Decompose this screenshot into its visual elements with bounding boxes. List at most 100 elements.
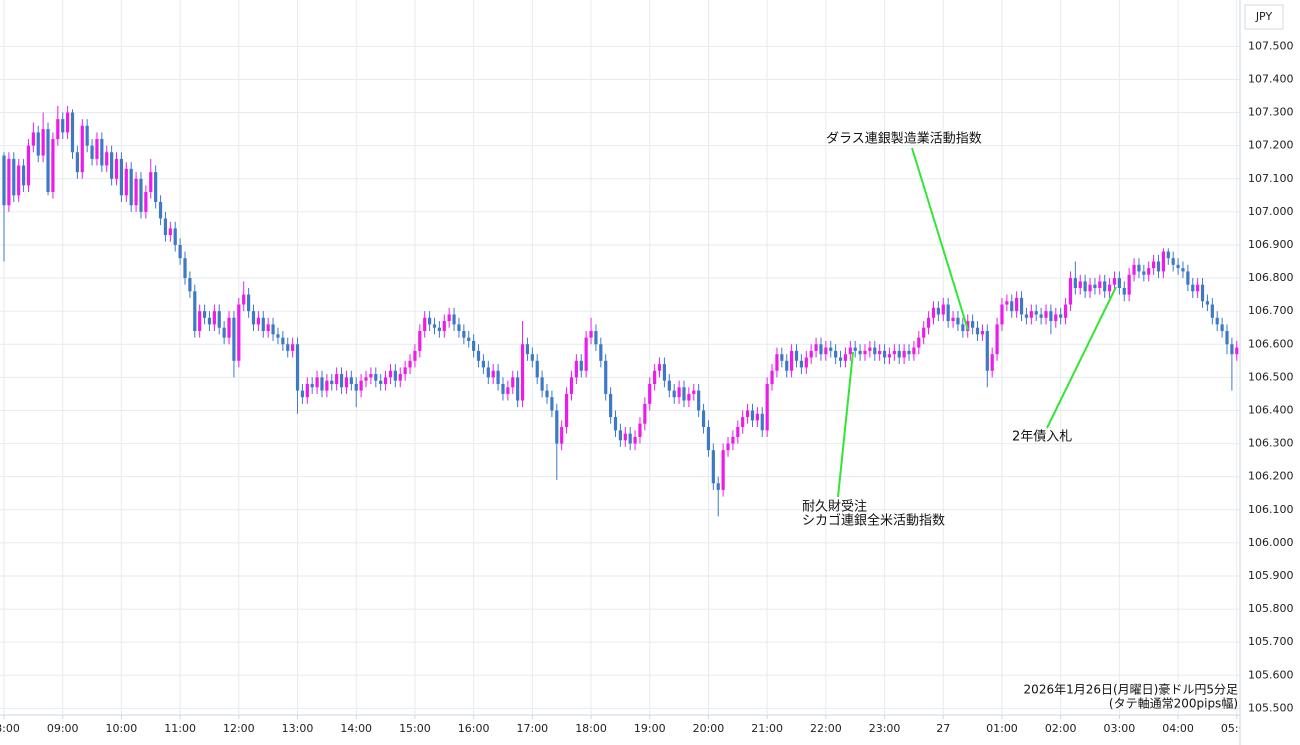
x-tick-label: 09:00 bbox=[47, 722, 79, 735]
candle-body bbox=[413, 350, 417, 361]
candle-body bbox=[936, 307, 940, 315]
candle-body bbox=[540, 377, 544, 391]
candle-body bbox=[1152, 261, 1156, 269]
candle-body bbox=[349, 377, 353, 384]
candle-body bbox=[843, 354, 848, 361]
candle-body bbox=[359, 380, 363, 391]
candle-body bbox=[907, 350, 911, 355]
annotation: 2年債入札 bbox=[1012, 430, 1072, 445]
candle-body bbox=[853, 347, 857, 351]
candle-body bbox=[829, 347, 833, 351]
candle-body bbox=[423, 317, 427, 332]
candle-body bbox=[1039, 314, 1043, 318]
candle-body bbox=[824, 347, 828, 355]
candle-body bbox=[12, 158, 16, 196]
candle-body bbox=[892, 350, 896, 355]
x-tick-label: 22:00 bbox=[810, 722, 842, 735]
candle-body bbox=[339, 374, 344, 388]
candle-body bbox=[457, 324, 461, 332]
candle-body bbox=[320, 377, 324, 391]
candle-body bbox=[579, 360, 583, 371]
candle-body bbox=[1024, 314, 1029, 318]
candle-body bbox=[1220, 324, 1224, 332]
candle-body bbox=[770, 370, 774, 384]
y-tick-label: 107.400 bbox=[1248, 72, 1294, 85]
candle-body bbox=[110, 152, 114, 179]
candle-body bbox=[1161, 251, 1166, 272]
candle-body bbox=[95, 139, 99, 159]
candle-body bbox=[476, 350, 481, 361]
candle-body bbox=[716, 483, 720, 490]
candle-body bbox=[1205, 301, 1210, 305]
candle-body bbox=[1156, 261, 1161, 272]
candle-body bbox=[1054, 314, 1058, 322]
y-tick-label: 106.000 bbox=[1248, 536, 1294, 549]
candle-body bbox=[971, 321, 975, 328]
y-tick-label: 105.900 bbox=[1248, 569, 1294, 582]
candle-body bbox=[124, 168, 128, 196]
candle-body bbox=[344, 377, 349, 388]
x-axis: 08:00 09:00 10:00 11:00 12:00 13:00 14:00 15:00… bbox=[0, 714, 1253, 735]
candle-body bbox=[398, 374, 402, 381]
candle-body bbox=[609, 393, 613, 418]
candle-body bbox=[1029, 311, 1033, 318]
candle-body bbox=[564, 393, 569, 428]
candle-body bbox=[291, 344, 295, 351]
candle-body bbox=[1127, 274, 1131, 295]
x-tick-label: 17:00 bbox=[516, 722, 548, 735]
candle-body bbox=[809, 350, 813, 358]
candle-body bbox=[618, 430, 622, 441]
candle-body bbox=[481, 360, 486, 368]
candle-body bbox=[555, 410, 559, 444]
candle-body bbox=[1215, 317, 1219, 325]
candle-body bbox=[227, 317, 231, 338]
candle-body bbox=[496, 370, 500, 384]
x-tick-label: 03:00 bbox=[1104, 722, 1136, 735]
candle-body bbox=[408, 360, 412, 368]
x-tick-label: 20:00 bbox=[693, 722, 725, 735]
candle-body bbox=[682, 387, 686, 401]
candle-body bbox=[804, 357, 808, 368]
candle-body bbox=[217, 311, 221, 328]
candle-body bbox=[56, 119, 60, 140]
candle-body bbox=[525, 344, 530, 355]
currency-label: JPY bbox=[1255, 10, 1273, 23]
candle-body bbox=[638, 423, 642, 437]
candle-body bbox=[501, 383, 505, 394]
candle-body bbox=[462, 331, 466, 338]
candle-body bbox=[193, 291, 197, 332]
y-tick-label: 107.300 bbox=[1248, 106, 1294, 119]
candle-body bbox=[858, 350, 862, 355]
candle-body bbox=[369, 374, 373, 378]
candle-body bbox=[271, 324, 275, 335]
candle-body bbox=[1171, 258, 1175, 265]
candle-body bbox=[247, 294, 251, 312]
candle-body bbox=[926, 317, 931, 328]
candle-body bbox=[902, 350, 906, 358]
candle-body bbox=[163, 218, 168, 236]
annotation-line bbox=[1046, 286, 1117, 429]
candle-body bbox=[819, 344, 823, 355]
candle-body bbox=[887, 354, 892, 358]
candle-body bbox=[202, 311, 207, 318]
y-tick-label: 105.800 bbox=[1248, 602, 1294, 615]
candle-body bbox=[594, 331, 598, 345]
candle-body bbox=[237, 304, 241, 361]
candle-body bbox=[364, 377, 368, 381]
y-axis: JPY 105.500 105.600 105.700 105.800 105.900 1… bbox=[1239, 0, 1300, 745]
candle-body bbox=[183, 258, 187, 279]
candle-body bbox=[188, 278, 192, 292]
x-tick-label: 04:00 bbox=[1162, 722, 1194, 735]
candle-body bbox=[1210, 304, 1214, 318]
candle-body bbox=[506, 387, 510, 394]
candle-body bbox=[447, 314, 451, 322]
x-tick-label: 23:00 bbox=[869, 722, 901, 735]
candle-body bbox=[256, 317, 260, 325]
candle-body bbox=[1117, 278, 1121, 288]
candle-body bbox=[51, 139, 55, 192]
candle-body bbox=[648, 383, 652, 404]
candle-body bbox=[848, 347, 852, 355]
candle-body bbox=[178, 244, 182, 259]
candle-body bbox=[931, 307, 936, 318]
